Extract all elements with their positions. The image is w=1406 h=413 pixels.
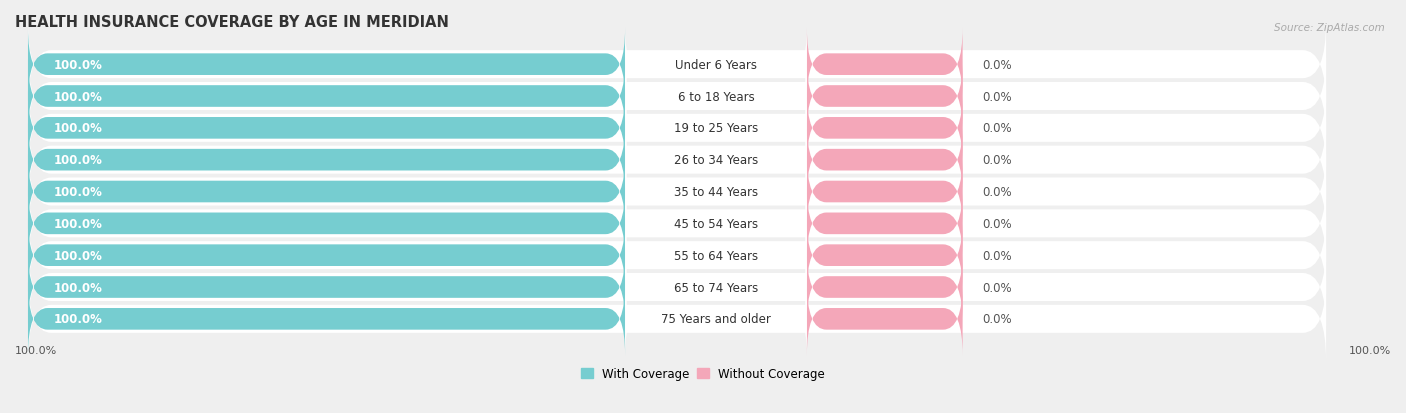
Text: 100.0%: 100.0%	[53, 90, 103, 103]
Text: 100.0%: 100.0%	[53, 185, 103, 199]
FancyBboxPatch shape	[28, 28, 626, 102]
Text: 55 to 64 Years: 55 to 64 Years	[673, 249, 758, 262]
Text: 100.0%: 100.0%	[53, 313, 103, 325]
Text: Under 6 Years: Under 6 Years	[675, 59, 756, 71]
FancyBboxPatch shape	[28, 54, 1326, 140]
FancyBboxPatch shape	[626, 60, 807, 134]
Text: 65 to 74 Years: 65 to 74 Years	[673, 281, 758, 294]
FancyBboxPatch shape	[807, 250, 963, 324]
FancyBboxPatch shape	[626, 282, 807, 356]
Text: 35 to 44 Years: 35 to 44 Years	[673, 185, 758, 199]
FancyBboxPatch shape	[807, 155, 963, 229]
Text: 26 to 34 Years: 26 to 34 Years	[673, 154, 758, 167]
FancyBboxPatch shape	[626, 250, 807, 324]
Text: 0.0%: 0.0%	[983, 217, 1012, 230]
Text: 0.0%: 0.0%	[983, 122, 1012, 135]
Text: 0.0%: 0.0%	[983, 90, 1012, 103]
Text: HEALTH INSURANCE COVERAGE BY AGE IN MERIDIAN: HEALTH INSURANCE COVERAGE BY AGE IN MERI…	[15, 15, 449, 30]
FancyBboxPatch shape	[28, 92, 626, 165]
Text: 0.0%: 0.0%	[983, 249, 1012, 262]
FancyBboxPatch shape	[28, 22, 1326, 108]
FancyBboxPatch shape	[28, 85, 1326, 172]
FancyBboxPatch shape	[626, 219, 807, 292]
FancyBboxPatch shape	[28, 187, 626, 261]
FancyBboxPatch shape	[807, 123, 963, 197]
FancyBboxPatch shape	[28, 60, 626, 134]
FancyBboxPatch shape	[626, 155, 807, 229]
Text: 0.0%: 0.0%	[983, 281, 1012, 294]
FancyBboxPatch shape	[807, 92, 963, 165]
FancyBboxPatch shape	[807, 282, 963, 356]
FancyBboxPatch shape	[807, 219, 963, 292]
Text: 0.0%: 0.0%	[983, 185, 1012, 199]
FancyBboxPatch shape	[807, 187, 963, 261]
Legend: With Coverage, Without Coverage: With Coverage, Without Coverage	[581, 367, 825, 380]
Text: 75 Years and older: 75 Years and older	[661, 313, 770, 325]
Text: 100.0%: 100.0%	[15, 345, 58, 356]
Text: 100.0%: 100.0%	[53, 154, 103, 167]
FancyBboxPatch shape	[28, 282, 626, 356]
Text: 100.0%: 100.0%	[53, 281, 103, 294]
FancyBboxPatch shape	[626, 28, 807, 102]
Text: 19 to 25 Years: 19 to 25 Years	[673, 122, 758, 135]
FancyBboxPatch shape	[28, 155, 626, 229]
Text: 100.0%: 100.0%	[53, 59, 103, 71]
FancyBboxPatch shape	[28, 212, 1326, 299]
FancyBboxPatch shape	[626, 92, 807, 165]
FancyBboxPatch shape	[28, 117, 1326, 204]
FancyBboxPatch shape	[28, 250, 626, 324]
Text: 0.0%: 0.0%	[983, 313, 1012, 325]
Text: Source: ZipAtlas.com: Source: ZipAtlas.com	[1274, 23, 1385, 33]
Text: 100.0%: 100.0%	[53, 249, 103, 262]
FancyBboxPatch shape	[28, 123, 626, 197]
FancyBboxPatch shape	[28, 219, 626, 292]
FancyBboxPatch shape	[28, 149, 1326, 235]
FancyBboxPatch shape	[28, 276, 1326, 362]
FancyBboxPatch shape	[28, 180, 1326, 267]
Text: 45 to 54 Years: 45 to 54 Years	[673, 217, 758, 230]
Text: 100.0%: 100.0%	[53, 122, 103, 135]
FancyBboxPatch shape	[807, 28, 963, 102]
Text: 100.0%: 100.0%	[53, 217, 103, 230]
Text: 0.0%: 0.0%	[983, 154, 1012, 167]
FancyBboxPatch shape	[626, 123, 807, 197]
Text: 100.0%: 100.0%	[1348, 345, 1391, 356]
FancyBboxPatch shape	[626, 187, 807, 261]
FancyBboxPatch shape	[28, 244, 1326, 330]
FancyBboxPatch shape	[807, 60, 963, 134]
Text: 0.0%: 0.0%	[983, 59, 1012, 71]
Text: 6 to 18 Years: 6 to 18 Years	[678, 90, 755, 103]
